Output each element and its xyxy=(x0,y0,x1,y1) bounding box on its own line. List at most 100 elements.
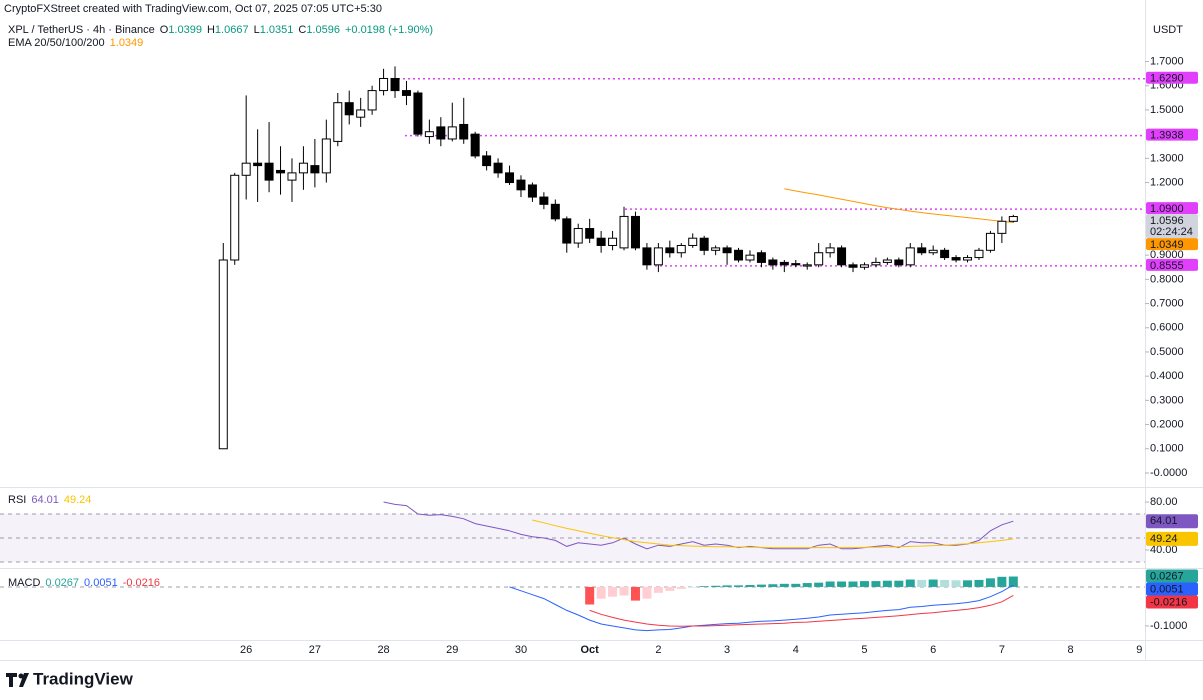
candle-body xyxy=(745,254,755,261)
candle-body xyxy=(218,259,228,450)
candle-body xyxy=(974,249,984,259)
candle-body xyxy=(424,131,434,138)
candle-body xyxy=(264,162,274,181)
macd-line xyxy=(589,594,1014,627)
macd-histogram-bar xyxy=(928,579,938,587)
macd-histogram-bar xyxy=(1008,576,1018,587)
macd-line xyxy=(509,584,1014,632)
candle-body xyxy=(253,162,263,167)
macd-histogram-bar xyxy=(917,579,927,587)
candle-body xyxy=(562,218,572,244)
candle-body xyxy=(356,109,366,118)
candle-body xyxy=(379,77,389,92)
x-tick-label: 8 xyxy=(1068,644,1074,656)
candle-body xyxy=(859,264,869,268)
level-box xyxy=(1146,202,1198,215)
candle-body xyxy=(825,247,835,254)
candle-body xyxy=(768,259,778,266)
macd-histogram-bar xyxy=(859,581,869,587)
macd-histogram-bar xyxy=(722,585,732,587)
macd-histogram-bar xyxy=(848,581,858,587)
macd-histogram-bar xyxy=(882,580,892,587)
symbol: XPL / TetherUS · 4h · Binance xyxy=(8,24,155,36)
macd-histogram-bar xyxy=(802,583,812,587)
x-tick-label: 30 xyxy=(515,644,527,656)
macd-histogram-bar xyxy=(940,579,950,587)
candle-body xyxy=(756,252,766,263)
candle-body xyxy=(447,126,457,140)
y-tick-label: 0.1000 xyxy=(1150,443,1184,455)
candle-body xyxy=(734,249,744,261)
candle-body xyxy=(550,203,560,220)
candle-body xyxy=(951,257,961,261)
y-tick-label: 1.2000 xyxy=(1150,176,1184,188)
macd-histogram-bar xyxy=(619,586,629,596)
candle-body xyxy=(802,264,812,267)
macd-label: MACD xyxy=(8,577,40,589)
x-tick-label: 5 xyxy=(861,644,867,656)
level-label: 0.8555 xyxy=(1150,260,1184,272)
logo-mark xyxy=(18,673,24,679)
macd-histogram-bar xyxy=(985,578,995,587)
macd-histogram-bar xyxy=(745,584,755,587)
x-tick-label: 29 xyxy=(446,644,458,656)
macd-histogram-bar xyxy=(585,586,595,605)
candle-body xyxy=(516,179,526,191)
level-label: 1.3938 xyxy=(1150,130,1184,142)
macd-histogram-bar xyxy=(825,581,835,587)
candle-body xyxy=(814,252,824,266)
y-tick-label: 0.5000 xyxy=(1150,346,1184,358)
candle-body xyxy=(401,90,411,96)
rsi-legend: RSI 64.01 49.24 xyxy=(8,494,91,506)
macd-histogram-bar xyxy=(951,580,961,587)
candle-body xyxy=(630,215,640,249)
candle-body xyxy=(848,264,858,268)
credit: CryptoFXStreet created with TradingView.… xyxy=(4,3,382,15)
ema-name: EMA 20/50/100/200 xyxy=(8,37,105,49)
logo-mark xyxy=(19,673,29,687)
ema-legend: EMA 20/50/100/200 1.0349 xyxy=(8,37,143,49)
macd-label: 0.0051 xyxy=(1150,583,1184,595)
candle-body xyxy=(596,237,606,246)
ohlc-value: 1.0596 xyxy=(306,24,340,36)
candle-body xyxy=(1008,216,1018,222)
rsi-label: RSI xyxy=(8,494,26,506)
x-tick-label: 27 xyxy=(309,644,321,656)
candle-body xyxy=(985,232,995,251)
macd-histogram-bar xyxy=(676,586,686,589)
candle-body xyxy=(390,77,400,92)
macd-histogram-bar xyxy=(665,586,675,591)
ema-line xyxy=(784,188,1014,223)
x-tick-label: 4 xyxy=(793,644,799,656)
candle-body xyxy=(688,237,698,246)
logo-mark xyxy=(6,673,17,687)
macd-histogram-bar xyxy=(768,584,778,587)
y-tick-label: 80.00 xyxy=(1150,496,1178,508)
y-tick-label: -0.0000 xyxy=(1150,467,1187,479)
macd-histogram-bar xyxy=(974,579,984,587)
candle-body xyxy=(871,261,881,266)
change: +0.0198 (+1.90%) xyxy=(345,24,433,36)
macd-histogram-bar xyxy=(734,585,744,587)
candle-body xyxy=(367,90,377,111)
price-box xyxy=(1146,214,1198,239)
macd-histogram-bar xyxy=(779,583,789,587)
macd-histogram-bar xyxy=(871,581,881,587)
macd-value: 0.0051 xyxy=(84,577,118,589)
macd-histogram-bar xyxy=(963,580,973,587)
candle-body xyxy=(791,263,801,266)
candle-body xyxy=(344,102,354,116)
candle-body xyxy=(585,228,595,239)
rsi-label: 49.24 xyxy=(1150,533,1178,545)
macd-histogram-bar xyxy=(905,579,915,587)
rsi-line xyxy=(532,519,1014,549)
candle-body xyxy=(241,162,251,176)
ohlc-label: H xyxy=(207,24,215,36)
candle-body xyxy=(779,261,789,266)
macd-histogram-bar xyxy=(642,586,652,599)
candle-body xyxy=(333,102,343,142)
x-tick-label: 3 xyxy=(724,644,730,656)
x-tick-label: Oct xyxy=(581,644,600,656)
y-tick-label: 1.5000 xyxy=(1150,104,1184,116)
candle-body xyxy=(321,138,331,174)
